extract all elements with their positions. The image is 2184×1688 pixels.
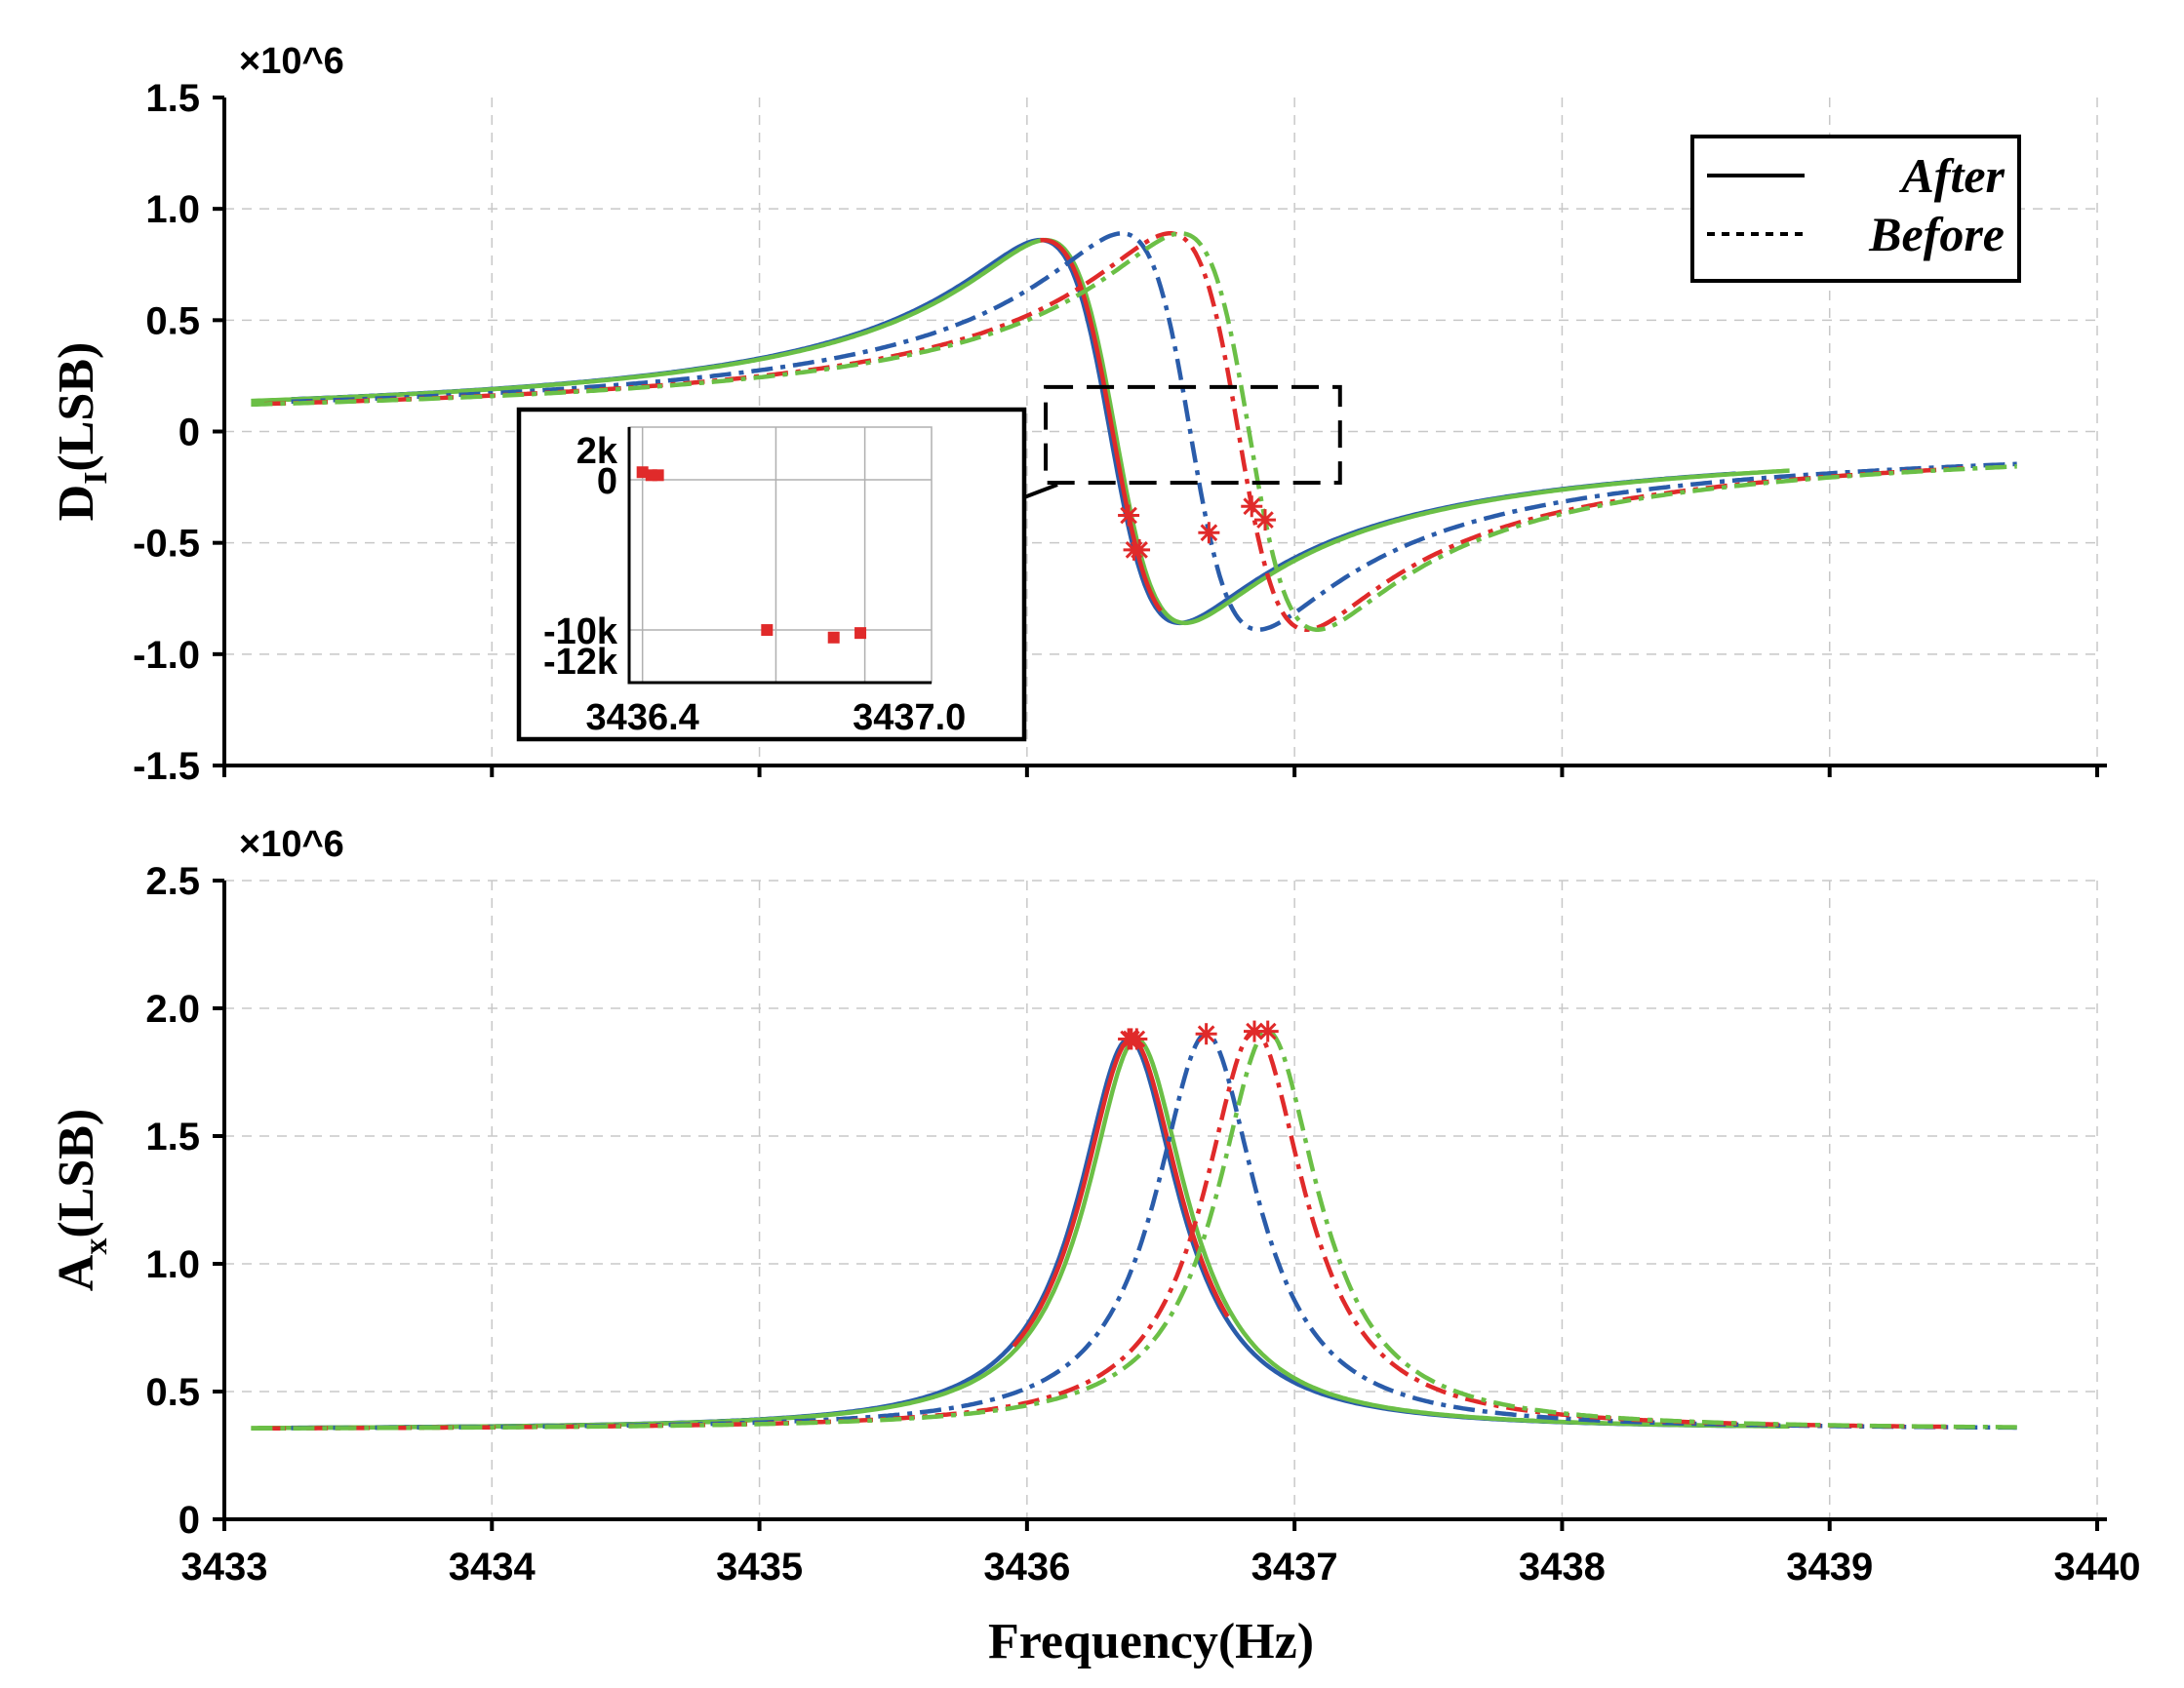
y-tick-label: 1.0: [145, 1243, 200, 1286]
marker-stroke: [1258, 1022, 1277, 1040]
y-tick-label: -0.5: [133, 523, 200, 566]
y-tick-label: 1.0: [145, 188, 200, 231]
top-series-2: [1040, 237, 1163, 612]
inset: 2k0 -10k-12k 3436.4 3437.0: [516, 407, 1027, 742]
x-tick-label: 3434: [449, 1546, 536, 1589]
y-axis-label-suffix: (LSB): [49, 342, 104, 472]
y-axis-label: DI(LSB): [49, 342, 114, 522]
x-tick-label: 3439: [1786, 1546, 1873, 1589]
zoom-box: [1044, 384, 1342, 486]
legend-box: [1690, 135, 2021, 283]
marker-stroke: [1243, 497, 1261, 516]
marker-stroke: [1131, 541, 1148, 559]
y-axis-label-suffix: (LSB): [49, 1109, 104, 1238]
top-marker-3: [1198, 522, 1220, 544]
x-axis-label: Frequency(Hz): [988, 1614, 1314, 1669]
top-series-1: [251, 237, 1790, 626]
y-tick-label: -1.0: [133, 634, 200, 677]
marker-stroke: [1256, 511, 1274, 529]
y-tick-label: 0: [179, 412, 200, 454]
bottom-series-0: [291, 1037, 1736, 1431]
bottom-series-5: [251, 1029, 2017, 1432]
y-multiplier: ×10^6: [239, 41, 344, 82]
inset-point-0: [636, 466, 649, 479]
y-tick-label: 2.5: [145, 860, 200, 903]
bottom-marker-2: [1120, 1028, 1142, 1050]
y-tick-label: 0: [179, 1499, 200, 1542]
top-marker-2: [1118, 504, 1140, 527]
y-tick-label: 0.5: [145, 299, 200, 342]
x-tick-label: 3438: [1519, 1546, 1606, 1589]
y-tick-label: -1.5: [133, 745, 200, 788]
legend-label: Before: [1868, 207, 2005, 261]
zoom-connector: [1023, 483, 1058, 499]
inset-axes: [627, 427, 932, 685]
bottom-marker-4: [1244, 1020, 1265, 1042]
y-axis-label-sub: x: [78, 1238, 114, 1255]
bottom-axes: [222, 881, 2107, 1521]
x-tick-label: 3437: [1251, 1546, 1338, 1589]
y-axis-label-main: D: [49, 485, 104, 522]
top-marker-1: [1129, 538, 1151, 561]
top-marker-5: [1253, 509, 1276, 531]
y-tick-label: 1.5: [145, 77, 200, 120]
top-series-5: [251, 231, 2017, 632]
inset-y-tick-label: -12k: [543, 642, 618, 683]
inset-y-tick-label: 0: [597, 461, 617, 502]
inset-point-5: [854, 627, 867, 640]
x-tick-label: 3436: [983, 1546, 1070, 1589]
top-series-3: [291, 231, 2017, 632]
marker-stroke: [1200, 524, 1218, 542]
inset-point-2: [652, 469, 664, 482]
y-axis-label: Ax(LSB): [49, 1109, 114, 1291]
top-marker-4: [1241, 495, 1263, 518]
marker-stroke: [1197, 1025, 1215, 1043]
bottom-series-3: [291, 1031, 2017, 1431]
x-tick-label: 3440: [2054, 1546, 2141, 1589]
inset-y-tick-label: 2k: [576, 431, 618, 472]
top-panel: 1.5 1.0 0.5 0 -0.5 -1.0 -1.5 ×10^6 DI(LSB) AfterB…: [49, 41, 2107, 788]
y-multiplier: ×10^6: [239, 824, 344, 865]
legend-label: After: [1898, 148, 2005, 203]
bottom-series-1: [251, 1037, 1790, 1431]
y-tick-label: 2.0: [145, 988, 200, 1031]
y-axis-label-main: A: [49, 1254, 104, 1291]
inset-x-tick-label: 3436.4: [586, 697, 699, 738]
inset-point-3: [761, 624, 774, 637]
bottom-marker-3: [1195, 1023, 1217, 1045]
marker-stroke: [1120, 506, 1137, 525]
inset-y-tick-label: -10k: [543, 611, 618, 652]
inset-point-4: [827, 631, 840, 644]
y-tick-label: 0.5: [145, 1371, 200, 1414]
marker-stroke: [1122, 1030, 1140, 1048]
y-tick-label: 1.5: [145, 1116, 200, 1158]
bottom-series-2: [1012, 1037, 1230, 1348]
inset-x-tick-label: 3437.0: [853, 697, 966, 738]
inset-frame: [516, 407, 1027, 742]
y-axis-label-sub: I: [78, 472, 114, 485]
bottom-marker-5: [1256, 1020, 1279, 1042]
x-tick-label: 3435: [716, 1546, 803, 1589]
marker-stroke: [1246, 1022, 1263, 1040]
x-tick-label: 3433: [181, 1546, 268, 1589]
